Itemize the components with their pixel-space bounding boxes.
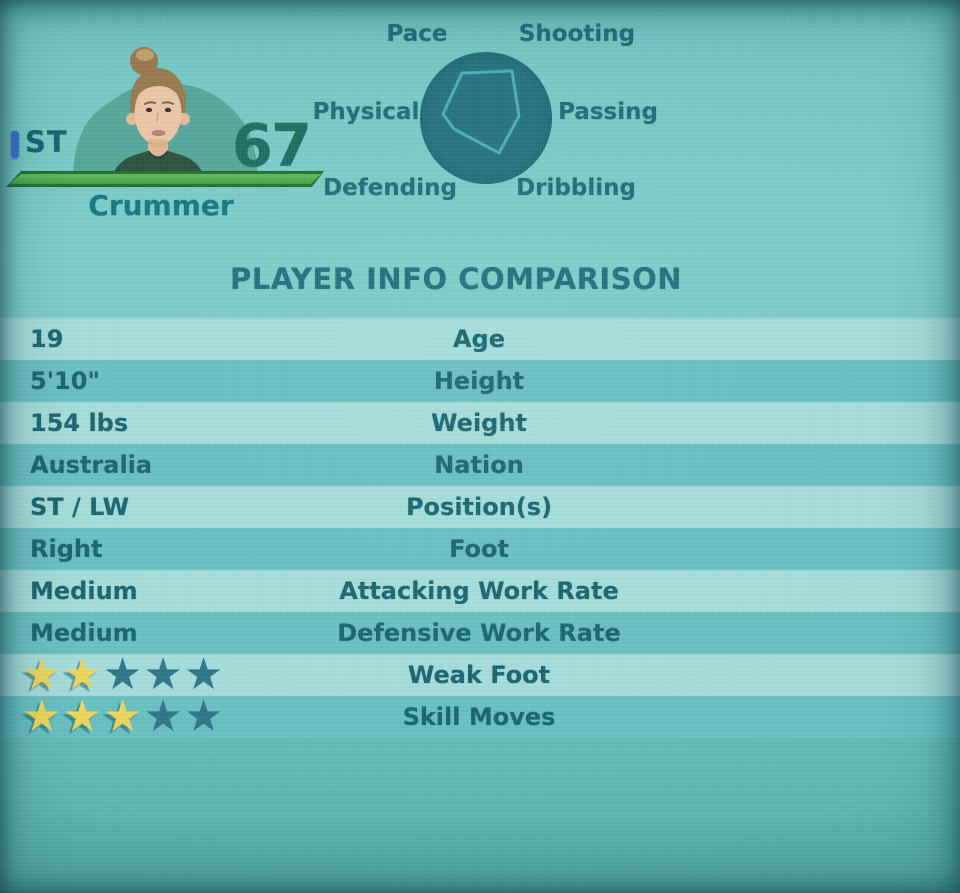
radar-chart-icon [441,69,521,155]
player-position: ST [25,125,68,159]
row-label: Foot [449,535,509,563]
row-value: Right [30,535,103,563]
star-empty-icon: ★ [143,649,183,700]
star-empty-icon: ★ [143,691,183,742]
player-rating: 67 [231,111,312,180]
star-rating: ★ ★ ★ ★ ★ [22,649,224,700]
radar-label-shooting: Shooting [518,21,636,47]
star-filled-icon: ★ [62,649,102,700]
row-value: 5'10" [30,367,100,395]
star-empty-icon: ★ [183,649,224,700]
radar-label-passing: Passing [558,99,658,125]
radar-label-physical: Physical [312,99,420,125]
info-rows: 19 Age 5'10" Height 154 lbs Weight Australia Na… [0,318,960,742]
row-label: Skill Moves [402,703,556,731]
row-value: Medium [30,619,138,647]
row-value: Medium [30,577,138,605]
star-filled-icon: ★ [62,691,102,742]
info-row-nation: Australia Nation [0,444,960,486]
star-filled-icon: ★ [22,691,62,742]
info-row-skill-moves: ★ ★ ★ ★ ★ Skill Moves [0,691,960,742]
selection-cursor-bar [11,131,19,158]
info-row-attacking-work-rate: Medium Attacking Work Rate [0,570,960,612]
row-label: Weight [431,409,527,437]
radar-label-defending: Defending [323,175,457,201]
row-label: Age [452,325,506,353]
star-filled-icon: ★ [22,649,62,700]
row-label: Position(s) [405,493,553,521]
row-value: 19 [30,325,64,353]
info-row-weight: 154 lbs Weight [0,402,960,444]
player-portrait [73,47,258,178]
rating-bar [6,171,324,187]
row-value: 154 lbs [30,409,129,437]
info-row-age: 19 Age [0,318,960,360]
rating-bar-fill [9,174,321,184]
row-label: Height [433,367,525,395]
radar-circle [420,52,552,184]
info-row-foot: Right Foot [0,528,960,570]
row-value: Australia [30,451,153,479]
row-label: Weak Foot [407,661,551,689]
info-row-defensive-work-rate: Medium Defensive Work Rate [0,612,960,654]
star-rating: ★ ★ ★ ★ ★ [22,691,224,742]
row-value: ST / LW [30,493,130,521]
radar-label-pace: Pace [386,21,448,47]
title-dash [256,285,269,289]
star-filled-icon: ★ [102,691,143,742]
radar-label-dribbling: Dribbling [516,175,636,201]
section-title: PLAYER INFO COMPARISON [229,262,683,296]
player-name: Crummer [88,189,234,222]
player-slot-st[interactable]: ST 67 Crummer [0,0,340,230]
row-label: Defensive Work Rate [337,619,621,647]
radar-polygon [441,69,521,155]
row-label: Nation [434,451,524,479]
star-empty-icon: ★ [102,649,143,700]
star-empty-icon: ★ [183,691,224,742]
info-row-position-s: ST / LW Position(s) [0,486,960,528]
info-row-weak-foot: ★ ★ ★ ★ ★ Weak Foot [0,649,960,700]
info-row-height: 5'10" Height [0,360,960,402]
row-label: Attacking Work Rate [339,577,619,605]
